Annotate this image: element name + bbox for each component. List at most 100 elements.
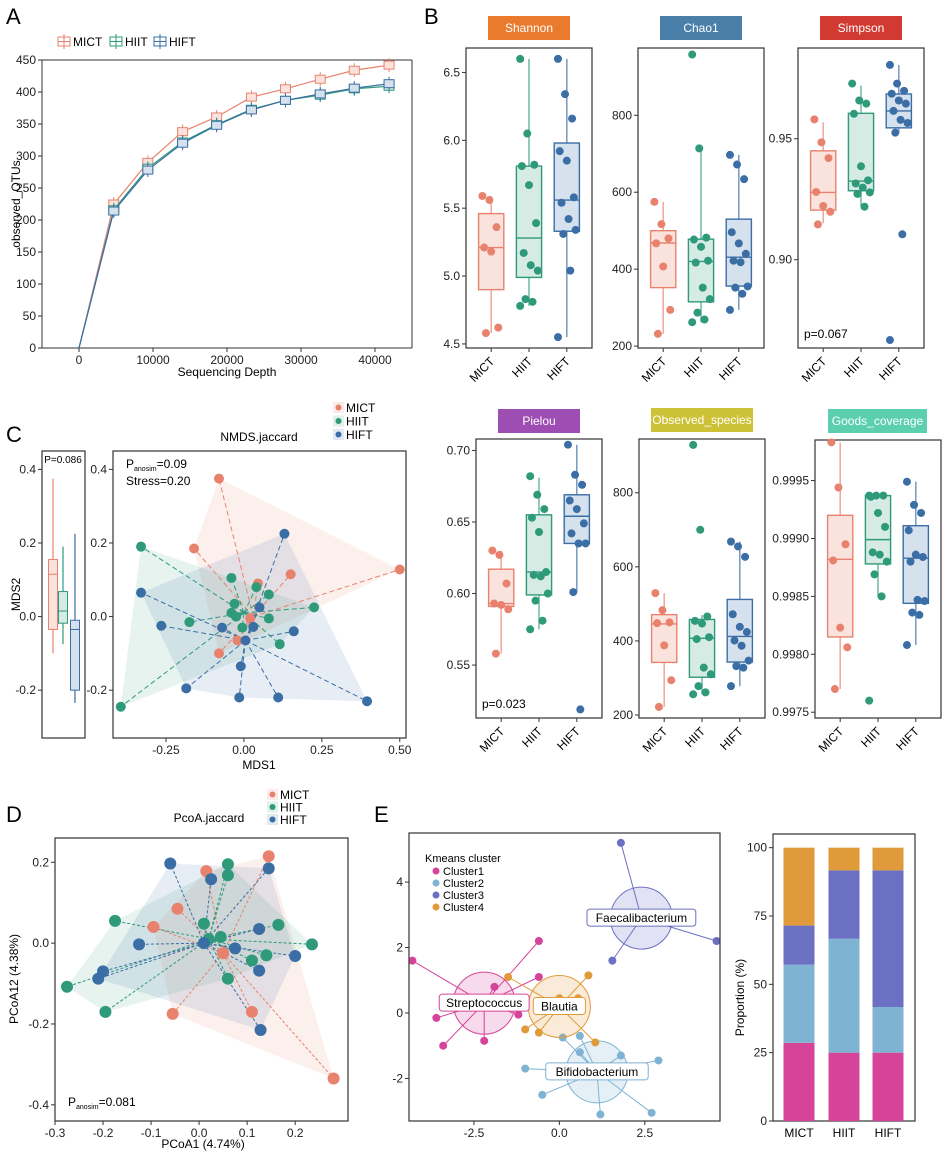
spider-line-hiit <box>230 577 245 614</box>
y-tick-label: -0.2 <box>86 683 107 697</box>
point-mict <box>658 606 667 615</box>
y-tick-label: -2 <box>392 1071 403 1085</box>
hull-hift <box>98 863 296 1031</box>
point-mict <box>478 191 487 200</box>
point-hiit <box>689 690 698 699</box>
point-hift <box>569 193 578 202</box>
point-hift <box>288 626 299 637</box>
point-hiit <box>533 490 542 499</box>
spider-line-hift <box>161 625 246 641</box>
point-hift <box>574 539 583 548</box>
point-hiit <box>528 297 537 306</box>
point-mict <box>213 473 224 484</box>
spider-line-hift <box>245 630 294 641</box>
spider-line-hiit <box>208 864 229 940</box>
y-tick-label: 0.2 <box>19 536 36 550</box>
x-tick-label: HIFT <box>716 354 745 383</box>
x-tick-label: 0.25 <box>310 743 334 757</box>
legend-label-cluster4: Cluster4 <box>443 902 484 914</box>
point-mict <box>836 623 845 632</box>
spider-line-mict <box>193 548 254 617</box>
y-tick-label: 0.90 <box>769 253 793 267</box>
x-tick-label: -0.25 <box>152 743 180 757</box>
strip-B-shannon <box>488 16 570 40</box>
x-tick-label: HIFT <box>554 724 583 753</box>
point-mict <box>654 702 663 711</box>
point-mict <box>491 649 500 658</box>
point-hift <box>733 160 742 169</box>
y-tick-label: 5.5 <box>443 201 460 215</box>
point-hiit <box>864 176 873 185</box>
point-hift <box>725 305 734 314</box>
point-hiit <box>109 914 122 927</box>
point-mict <box>189 543 200 554</box>
y-tick-label: 200 <box>613 708 633 722</box>
point-hiit <box>699 663 708 672</box>
strip-label: Observed_species <box>652 413 751 427</box>
point-mict <box>841 540 850 549</box>
point-cluster4 <box>591 1038 600 1047</box>
point-mict <box>245 613 256 624</box>
point-hift <box>566 266 575 275</box>
point-mict <box>812 187 821 196</box>
point-cluster2 <box>575 1031 584 1040</box>
strip-label: Chao1 <box>683 21 719 35</box>
y-tick-label: -0.4 <box>28 1098 49 1112</box>
point-mict <box>665 618 674 627</box>
x-tick-label: HIFT <box>875 1126 902 1140</box>
point-hift <box>734 239 743 248</box>
line-marker-hift <box>314 89 326 99</box>
spider-line-mict <box>222 953 253 1013</box>
point-hiit <box>221 972 234 985</box>
hull-hiit <box>67 864 312 1012</box>
line-mict <box>78 64 390 349</box>
legend-label-cluster2: Cluster2 <box>443 878 484 890</box>
point-hift <box>217 622 228 633</box>
point-hift <box>248 621 259 632</box>
point-hift <box>735 622 744 631</box>
point-hiit <box>696 525 705 534</box>
point-mict <box>494 323 503 332</box>
point-hiit <box>698 619 706 628</box>
point-cluster2 <box>521 1064 530 1073</box>
point-cluster1 <box>490 982 499 991</box>
point-hiit <box>517 162 526 171</box>
point-hiit <box>197 917 210 930</box>
box-mict <box>826 514 854 638</box>
point-hift <box>562 156 571 165</box>
point-hift <box>738 289 747 298</box>
strip-label: Goods_coverage <box>832 414 924 428</box>
line-marker-mict <box>383 60 395 70</box>
cluster-line <box>483 940 540 1004</box>
point-hiit <box>879 491 888 500</box>
point-hift <box>913 595 922 604</box>
point-hift <box>727 228 736 237</box>
y-tick-label: 400 <box>613 634 633 648</box>
point-hift <box>736 258 745 267</box>
hull-mict <box>153 856 334 1079</box>
legend-dot-cluster1 <box>432 867 440 875</box>
point-hiit <box>535 528 543 536</box>
box-hiit <box>58 591 68 624</box>
point-hiit <box>521 295 530 304</box>
spider-line-hift <box>245 640 368 702</box>
legend-label-hiit: HIIT <box>125 35 148 49</box>
y-tick-label: 200 <box>16 213 36 227</box>
spider-line-mict <box>222 855 270 954</box>
cluster-label-faecalibacterium: Faecalibacterium <box>596 911 687 925</box>
point-hift <box>555 147 564 156</box>
y-tick-label: 600 <box>613 560 633 574</box>
axis-lines <box>41 60 412 349</box>
y-tick-label: 100 <box>747 841 767 855</box>
bar-segment-cluster2 <box>872 1007 904 1053</box>
panel-label-b: B <box>424 4 439 29</box>
spider-line-hift <box>169 863 205 944</box>
x-tick-label: -0.3 <box>45 1126 66 1140</box>
point-hiit <box>115 701 126 712</box>
point-hiit <box>870 570 879 579</box>
y-tick-label: 25 <box>754 1046 768 1060</box>
line-marker-hift <box>177 138 189 148</box>
spider-line-hiit <box>208 875 229 940</box>
y-tick-label: -0.2 <box>28 1017 49 1031</box>
point-hift <box>742 628 751 637</box>
